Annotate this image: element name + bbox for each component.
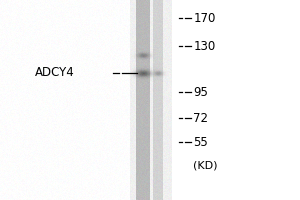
Text: ADCY4: ADCY4: [34, 66, 74, 79]
Text: 170: 170: [194, 11, 216, 24]
Text: 95: 95: [194, 86, 208, 98]
Text: 55: 55: [194, 136, 208, 148]
Text: 130: 130: [194, 40, 216, 52]
Text: (KD): (KD): [194, 160, 218, 170]
Text: 72: 72: [194, 112, 208, 124]
